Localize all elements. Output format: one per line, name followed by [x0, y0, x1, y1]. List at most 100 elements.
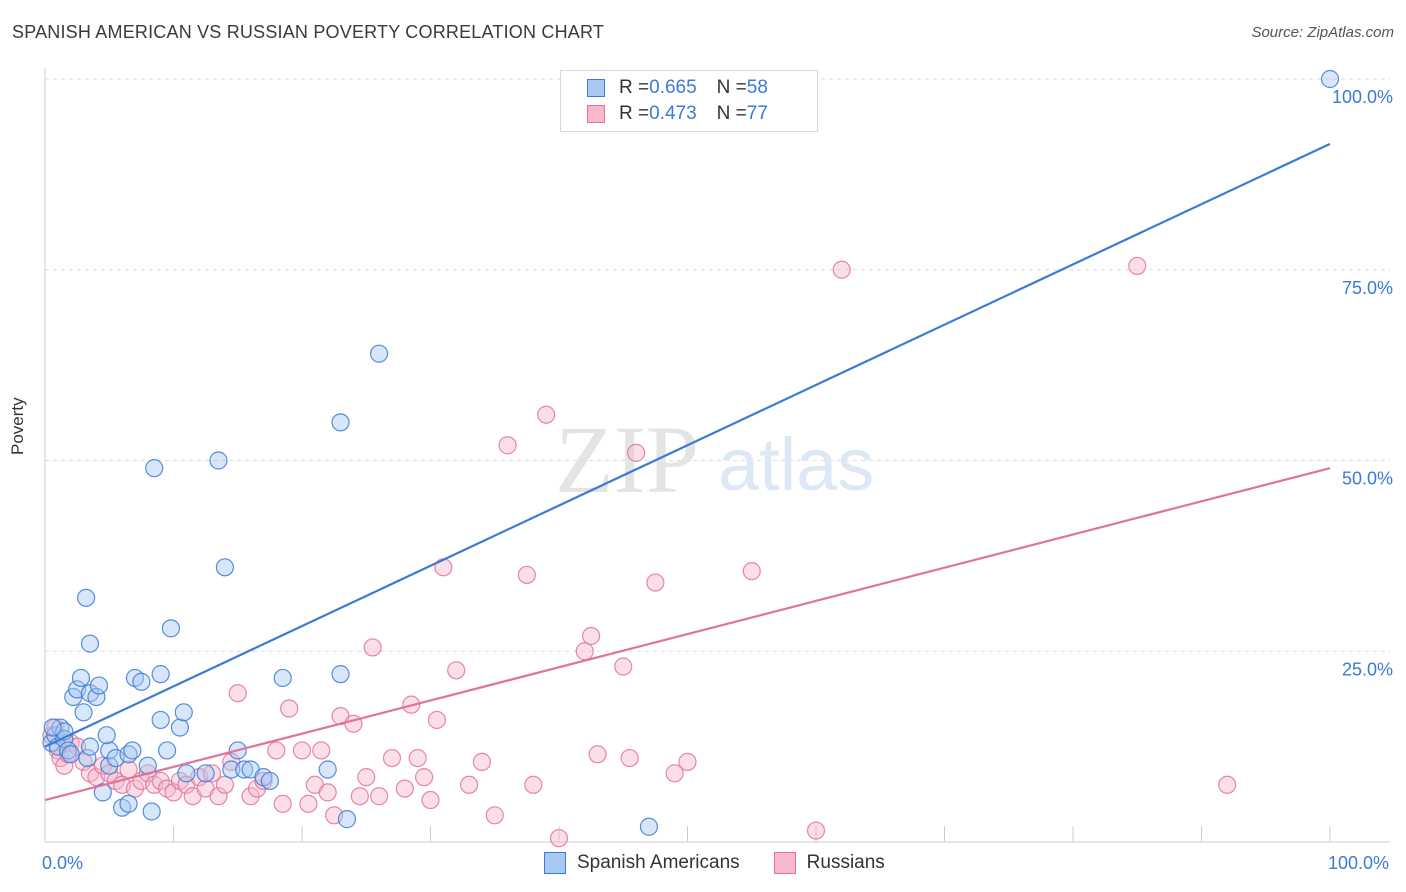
- russians-point: [421, 790, 440, 810]
- legend-row-spanish-americans: R = 0.665 N = 58: [587, 75, 768, 101]
- legend-swatch-pink: [587, 105, 605, 123]
- spanish-americans-point: [119, 794, 138, 813]
- russians-point: [472, 752, 491, 771]
- spanish-americans-point: [132, 672, 151, 691]
- russians-point: [202, 764, 222, 783]
- legend-n-label: N =: [716, 77, 747, 98]
- spanish-americans-point: [89, 676, 109, 695]
- spanish-americans-point: [145, 459, 164, 478]
- gridlines: [45, 78, 1390, 652]
- spanish-americans-point: [273, 668, 292, 688]
- trend-lines: [44, 142, 1331, 802]
- russians-point: [459, 775, 479, 794]
- russians-point: [280, 699, 299, 718]
- spanish-americans-point: [177, 764, 196, 783]
- russians-point: [363, 638, 382, 657]
- russians-point: [626, 443, 646, 462]
- y-tick-label: 25.0%: [1342, 659, 1393, 679]
- source-credit: Source: ZipAtlas.com: [1251, 24, 1394, 41]
- spanish-americans-point: [222, 760, 241, 779]
- legend-r-label: R =: [619, 103, 650, 124]
- russians-point: [370, 787, 389, 806]
- y-tick-label: 75.0%: [1342, 278, 1393, 298]
- russians-point: [273, 794, 292, 813]
- x-tick-min: 0.0%: [42, 853, 84, 873]
- spanish-americans-point: [43, 718, 62, 737]
- legend-item-russians: Russians: [773, 852, 885, 874]
- russians-point: [228, 684, 247, 703]
- legend-label-russians: Russians: [806, 852, 885, 873]
- spanish-americans-point: [142, 802, 161, 821]
- legend-swatch-blue: [587, 79, 605, 97]
- russians-point: [646, 573, 665, 592]
- spanish-americans-point: [80, 737, 100, 756]
- legend-swatch-blue: [544, 852, 566, 874]
- spanish-americans-point: [639, 817, 659, 836]
- russians-point: [447, 661, 466, 680]
- russians-point: [427, 710, 447, 730]
- spanish-americans-point: [370, 344, 389, 363]
- series-legend: Spanish Americans Russians: [544, 852, 919, 874]
- russians-point: [1218, 775, 1237, 794]
- russians-point: [100, 764, 119, 783]
- spanish-americans-point: [260, 771, 279, 791]
- russians-point: [312, 741, 331, 760]
- russians-point: [395, 779, 414, 798]
- spanish-americans-point: [77, 588, 96, 607]
- y-tick-label: 100.0%: [1332, 87, 1393, 107]
- legend-r-value: 0.665: [649, 77, 697, 98]
- spanish-americans-point: [174, 703, 193, 722]
- legend-n-label: N =: [716, 103, 747, 124]
- legend-swatch-pink: [773, 852, 796, 874]
- watermark-atlas: atlas: [718, 423, 874, 506]
- russians-point: [382, 748, 402, 768]
- russians-point: [742, 562, 761, 581]
- russians-point: [620, 748, 639, 768]
- spanish-americans-point: [78, 748, 97, 768]
- russians-point: [267, 741, 286, 760]
- spanish-americans-point: [1320, 69, 1340, 89]
- russians-point: [498, 436, 517, 455]
- spanish-americans-point: [97, 726, 116, 745]
- russians-point: [299, 794, 318, 813]
- russians-point: [292, 741, 312, 760]
- y-tick-labels: 25.0% 50.0% 75.0% 100.0%: [1332, 87, 1393, 679]
- spanish-americans-point: [80, 634, 100, 653]
- spanish-americans-point: [151, 665, 170, 684]
- axes: [44, 68, 1390, 843]
- spanish-americans-point: [209, 451, 228, 470]
- russians-point: [549, 829, 569, 848]
- spanish-americans-point: [151, 710, 170, 730]
- legend-item-spanish-americans: Spanish Americans: [544, 852, 740, 874]
- russians-point: [254, 771, 273, 791]
- russians-point: [537, 405, 556, 424]
- russians-point: [665, 764, 684, 783]
- russians-point: [485, 806, 504, 825]
- russians-point: [414, 768, 434, 787]
- russians-point: [318, 783, 337, 802]
- y-tick-label: 50.0%: [1342, 469, 1393, 489]
- legend-n-value: 58: [746, 77, 768, 98]
- spanish-americans-point: [337, 810, 357, 829]
- spanish-americans-point: [235, 760, 254, 779]
- russians-point: [806, 821, 826, 840]
- spanish-americans-point: [161, 619, 181, 638]
- spanish-americans-point: [100, 741, 119, 760]
- legend-n-value: 77: [746, 103, 768, 124]
- russians-point: [1128, 256, 1147, 276]
- russians-point: [55, 756, 74, 775]
- russians-point: [241, 787, 260, 806]
- spanish-americans-trend-line: [44, 142, 1331, 748]
- legend-r-value: 0.473: [649, 103, 697, 124]
- chart-title: SPANISH AMERICAN VS RUSSIAN POVERTY CORR…: [12, 22, 605, 42]
- spanish-americans-point: [318, 760, 337, 779]
- spanish-americans-point: [93, 783, 112, 802]
- russians-point: [832, 260, 851, 279]
- spanish-americans-point: [87, 687, 106, 707]
- russians-point: [524, 775, 543, 794]
- russians-point: [209, 787, 228, 806]
- correlation-legend: R = 0.665 N = 58 R = 0.473 N = 77: [560, 70, 818, 132]
- russians-point: [125, 779, 145, 798]
- russians-point: [151, 771, 170, 791]
